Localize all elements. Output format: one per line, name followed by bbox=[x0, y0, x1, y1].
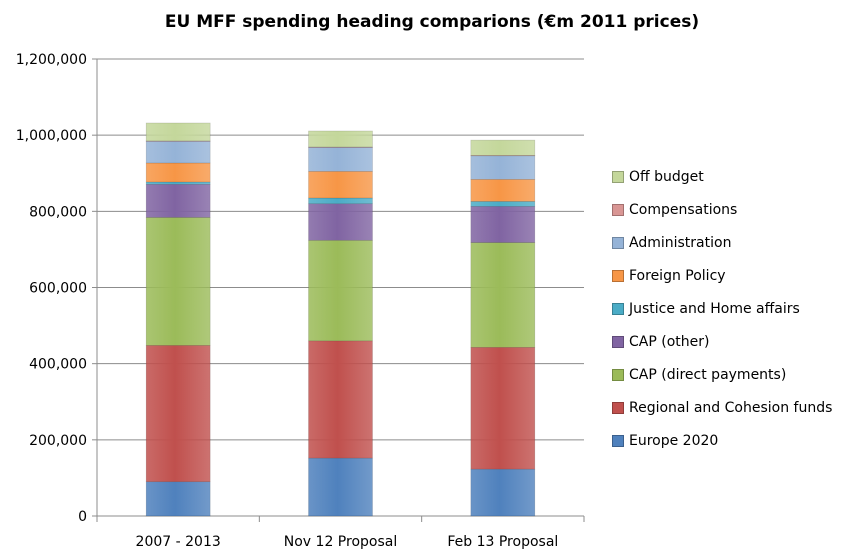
bar-segment bbox=[145, 345, 211, 483]
bar-segment bbox=[470, 242, 536, 348]
y-tick-label: 400,000 bbox=[29, 357, 87, 373]
bar-segment bbox=[308, 340, 373, 459]
bar-segment bbox=[470, 346, 536, 470]
legend-item: Compensations bbox=[612, 193, 852, 226]
x-tick-label: Nov 12 Proposal bbox=[284, 534, 397, 550]
legend-item: Administration bbox=[612, 226, 852, 259]
bar-segment bbox=[308, 457, 373, 517]
legend-item: Regional and Cohesion funds bbox=[612, 391, 852, 424]
bar-segment bbox=[470, 206, 536, 243]
bar-segment bbox=[145, 140, 211, 164]
y-tick-label: 1,200,000 bbox=[16, 52, 87, 68]
legend-swatch bbox=[612, 269, 624, 282]
legend-label: Justice and Home affairs bbox=[629, 300, 800, 317]
chart-title: EU MFF spending heading comparions (€m 2… bbox=[164, 12, 700, 32]
bar-segment bbox=[470, 155, 536, 180]
legend-swatch bbox=[612, 302, 624, 315]
bar-segment bbox=[145, 183, 211, 218]
legend-swatch bbox=[612, 170, 624, 183]
legend-item: Off budget bbox=[612, 160, 852, 193]
bar-segment bbox=[308, 147, 373, 172]
legend-item: CAP (other) bbox=[612, 325, 852, 358]
legend-swatch bbox=[612, 335, 624, 348]
bar-segment bbox=[145, 181, 211, 185]
bar-segment bbox=[308, 203, 373, 241]
legend: Off budget Compensations Administration For… bbox=[612, 160, 852, 457]
legend-label: CAP (direct payments) bbox=[629, 366, 787, 383]
bar-segment bbox=[308, 197, 373, 205]
legend-swatch bbox=[612, 401, 624, 414]
legend-swatch bbox=[612, 236, 624, 249]
legend-label: CAP (other) bbox=[629, 333, 710, 350]
bar-segment bbox=[470, 468, 536, 517]
legend-swatch bbox=[612, 434, 624, 447]
legend-label: Regional and Cohesion funds bbox=[629, 399, 833, 416]
legend-label: Compensations bbox=[629, 201, 738, 218]
legend-item: Justice and Home affairs bbox=[612, 292, 852, 325]
bar-segment bbox=[308, 146, 373, 148]
legend-item: CAP (direct payments) bbox=[612, 358, 852, 391]
y-tick-label: 600,000 bbox=[29, 281, 87, 297]
bar-segment bbox=[470, 179, 536, 202]
y-tick-label: 200,000 bbox=[29, 433, 87, 449]
bar-segment bbox=[308, 130, 373, 148]
x-tick-label: 2007 - 2013 bbox=[136, 534, 221, 550]
y-tick-label: 800,000 bbox=[29, 204, 87, 220]
bar-segment bbox=[308, 239, 373, 342]
bar-segment bbox=[145, 162, 211, 183]
bar-segment bbox=[470, 139, 536, 156]
y-tick-label: 0 bbox=[78, 509, 87, 525]
bar-segment bbox=[145, 122, 211, 142]
legend-label: Administration bbox=[629, 234, 732, 251]
legend-label: Off budget bbox=[629, 168, 704, 185]
legend-swatch bbox=[612, 368, 624, 381]
legend-label: Foreign Policy bbox=[629, 267, 726, 284]
y-tick-label: 1,000,000 bbox=[16, 128, 87, 144]
legend-item: Foreign Policy bbox=[612, 259, 852, 292]
legend-label: Europe 2020 bbox=[629, 432, 719, 449]
bar-segment bbox=[308, 171, 373, 199]
bar-segment bbox=[470, 201, 536, 207]
legend-swatch bbox=[612, 203, 624, 216]
x-tick-label: Feb 13 Proposal bbox=[447, 534, 558, 550]
legend-item: Europe 2020 bbox=[612, 424, 852, 457]
bar-segment bbox=[145, 217, 211, 346]
bar-segment bbox=[145, 481, 211, 517]
